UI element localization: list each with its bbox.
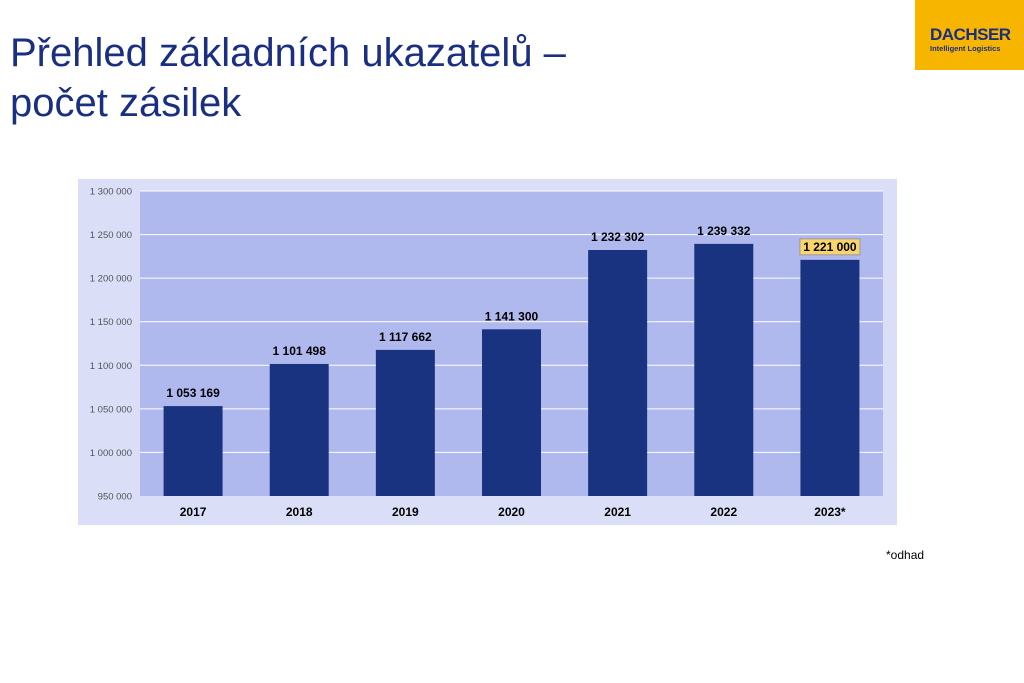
data-label: 1 239 332	[697, 224, 751, 238]
y-tick-label: 1 100 000	[90, 361, 132, 372]
data-label: 1 221 000	[803, 240, 857, 254]
x-tick-label: 2019	[392, 505, 419, 519]
data-label: 1 053 169	[166, 386, 220, 400]
bar-2021	[588, 249, 648, 496]
bar-2020	[482, 329, 541, 496]
slide-title-line-1: Přehled základních ukazatelů –	[10, 31, 566, 75]
bars	[163, 243, 860, 496]
data-labels: 1 053 169 1 101 498 1 117 662 1 141 300 1 23…	[166, 224, 861, 400]
y-tick-label: 1 000 000	[90, 448, 132, 459]
y-tick-label: 1 050 000	[90, 404, 132, 415]
y-tick-label: 1 250 000	[90, 230, 132, 241]
x-tick-label: 2021	[604, 505, 631, 519]
slide-title: Přehled základních ukazatelů – počet zás…	[10, 28, 870, 128]
bar-2017	[163, 406, 223, 496]
bar-chart-svg: 950 000 1 000 000 1 050 000 1 100 000 1 150 …	[78, 179, 897, 525]
highlight-label-box	[799, 238, 861, 256]
slide-title-line-2: počet zásilek	[10, 81, 242, 125]
data-label: 1 232 302	[591, 230, 645, 244]
logo-tagline: Intelligent Logistics	[930, 44, 1001, 53]
data-label: 1 101 498	[273, 344, 327, 358]
y-tick-label: 1 300 000	[90, 187, 132, 198]
x-tick-label: 2020	[498, 505, 525, 519]
x-tick-label: 2017	[180, 505, 207, 519]
shipment-count-chart: 950 000 1 000 000 1 050 000 1 100 000 1 150 …	[78, 179, 897, 525]
logo-wordmark: DACHSER	[930, 25, 1011, 44]
bar-2023	[800, 259, 860, 496]
bar-2022	[694, 243, 754, 496]
x-tick-label: 2018	[286, 505, 313, 519]
bar-2018	[269, 363, 329, 496]
y-axis-tick-labels: 950 000 1 000 000 1 050 000 1 100 000 1 150 …	[90, 187, 132, 503]
y-tick-label: 950 000	[98, 492, 132, 503]
y-tick-label: 1 150 000	[90, 317, 132, 328]
x-tick-label: 2022	[710, 505, 737, 519]
data-label: 1 117 662	[379, 330, 432, 344]
bar-2019	[375, 349, 435, 496]
dachser-logo: DACHSER Intelligent Logistics	[915, 0, 1024, 70]
y-tick-label: 1 200 000	[90, 274, 132, 285]
data-label: 1 141 300	[485, 309, 539, 323]
x-axis-tick-labels: 2017 2018 2019 2020 2021 2022 2023*	[180, 505, 846, 519]
x-tick-label: 2023*	[814, 505, 846, 519]
estimate-footnote: *odhad	[886, 548, 925, 562]
